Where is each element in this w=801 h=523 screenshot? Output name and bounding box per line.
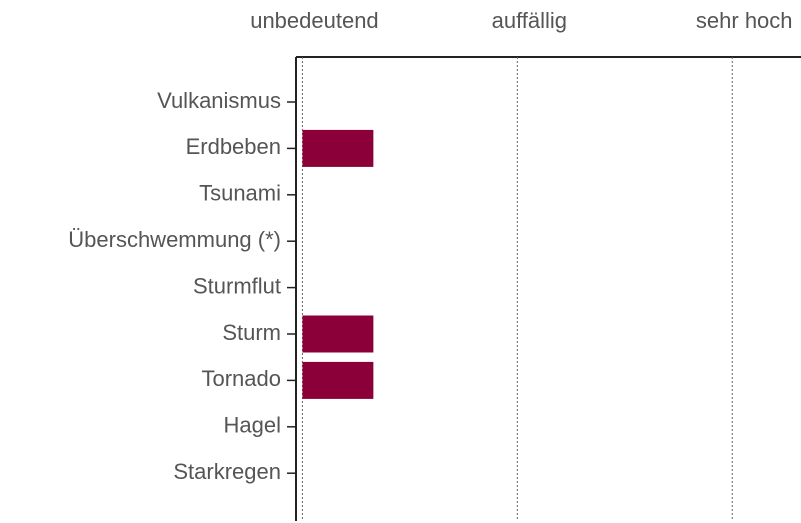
x-tick-label: sehr hoch (696, 8, 793, 33)
y-tick-label: Erdbeben (186, 134, 281, 159)
y-tick-label: Hagel (224, 413, 281, 438)
y-tick-label: Tornado (201, 366, 281, 391)
bar (302, 315, 374, 353)
bar (302, 361, 374, 399)
y-tick-label: Sturmflut (193, 273, 281, 298)
y-tick-label: Überschwemmung (*) (68, 227, 281, 252)
y-tick-label: Vulkanismus (157, 88, 281, 113)
y-tick-label: Tsunami (199, 181, 281, 206)
bar (302, 129, 374, 167)
x-tick-label: auffällig (492, 8, 567, 33)
y-tick-label: Sturm (222, 320, 281, 345)
y-tick-label: Starkregen (173, 459, 281, 484)
x-tick-label: unbedeutend (250, 8, 378, 33)
